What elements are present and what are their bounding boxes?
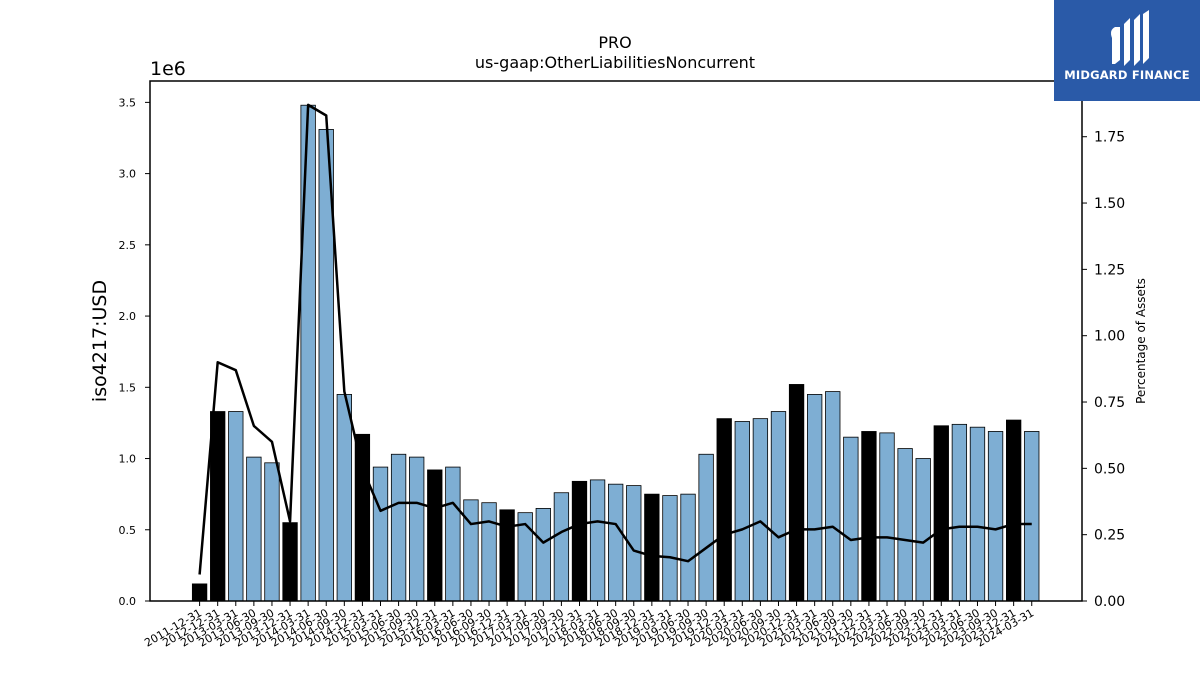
bar-2013-06-30 [246,456,262,602]
bar-2017-06-30 [535,507,551,602]
bar-2013-09-30 [264,462,280,602]
bar-2023-12-31 [1006,419,1022,602]
y-axis-ticks: 0.0 0.5 1.0 1.5 2.0 2.5 3.0 3.5 [119,96,150,608]
bar-2015-06-30 [390,453,407,602]
bar-2022-09-30 [915,458,931,602]
bar-2018-12-31 [644,493,660,602]
bar-2016-09-30 [481,502,497,602]
bar-2014-03-31 [300,104,316,602]
bar-2024-03-31 [1024,431,1040,602]
y-tick-label: 3.0 [119,168,137,181]
bar-2020-03-31 [734,421,750,602]
y2-tick-label: 0.75 [1094,395,1125,411]
bar-2014-09-30 [336,394,352,602]
bar-2023-06-30 [969,426,986,602]
bar-2013-03-31 [228,411,244,602]
bar-2011-12-31 [191,583,208,602]
x-axis-ticks: 2011-12-312012-12-312013-03-312013-06-30… [142,601,1036,650]
y2-tick-label: 0.50 [1094,461,1125,477]
y-tick-label: 1.0 [119,453,137,466]
percentage-line-series [198,103,1032,575]
y2-tick-label: 1.75 [1094,130,1125,146]
bar-2023-09-30 [987,431,1004,602]
bar-2017-09-30 [553,492,570,602]
y-tick-label: 2.0 [119,310,137,323]
bar-2021-12-31 [861,431,877,602]
y2-tick-label: 1.50 [1094,196,1125,212]
bar-2022-06-30 [897,448,913,602]
y2-tick-label: 1.25 [1094,262,1125,278]
bar-2019-06-30 [680,493,696,602]
logo-mark-icon [1111,10,1149,66]
bar-2014-12-31 [354,433,371,602]
bar-2016-06-30 [463,499,479,602]
y2-tick-label: 1.00 [1094,329,1125,345]
y2-axis-label: Percentage of Assets [1134,278,1148,404]
y-tick-label: 0.0 [119,595,137,608]
bar-series [191,104,1040,602]
bar-2023-03-31 [951,423,968,602]
bar-2012-12-31 [210,411,226,602]
bar-2018-03-31 [589,479,606,602]
percentage-line [198,103,1032,575]
bar-2021-06-30 [825,391,841,602]
midgard-finance-logo: MIDGARD FINANCE [1054,0,1200,101]
bar-2019-09-30 [698,453,714,602]
bar-2015-12-31 [427,469,443,602]
bar-2017-12-31 [571,480,588,602]
chart-subtitle: us-gaap:OtherLiabilitiesNoncurrent [475,53,755,72]
y2-axis-ticks: 0.00 0.25 0.50 0.75 1.00 1.25 1.50 1.75 [1082,130,1125,610]
bar-2013-12-31 [282,522,298,602]
bar-2020-09-30 [770,411,787,602]
logo-brand-text: MIDGARD FINANCE [1064,68,1190,82]
chart-title: PRO [598,33,631,52]
bar-2019-12-31 [716,418,732,602]
bar-2015-03-31 [372,466,389,602]
bar-2016-12-31 [499,509,515,602]
bar-2020-12-31 [788,384,805,602]
y-axis-label: iso4217:USD [89,280,111,402]
bar-2018-06-30 [608,483,624,602]
y-tick-label: 0.5 [119,524,137,537]
bar-2021-09-30 [843,436,859,602]
bar-2015-09-30 [409,456,425,602]
bar-2019-03-31 [662,495,678,602]
y-tick-label: 1.5 [119,381,137,394]
y-tick-label: 3.5 [119,96,137,109]
y2-tick-label: 0.25 [1094,528,1125,544]
bar-2022-12-31 [933,425,949,602]
bar-2021-03-31 [807,394,823,602]
y-axis-multiplier: 1e6 [150,58,186,80]
y2-tick-label: 0.00 [1094,594,1125,610]
bar-2022-03-31 [879,432,895,602]
bar-2016-03-31 [445,466,461,602]
y-tick-label: 2.5 [119,239,137,252]
bar-2020-06-30 [752,418,769,602]
